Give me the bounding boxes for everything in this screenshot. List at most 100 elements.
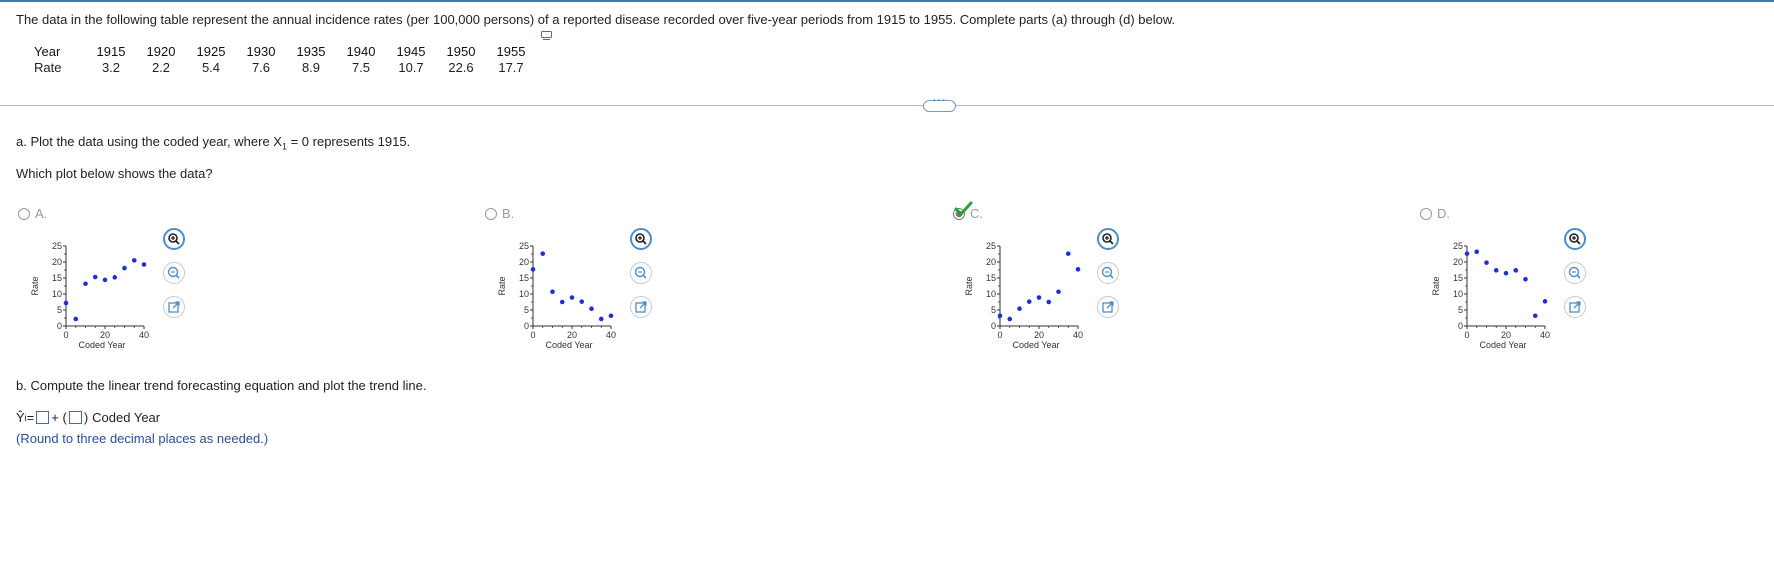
data-point xyxy=(1484,260,1489,265)
x-tick-label: 0 xyxy=(997,330,1002,340)
x-tick-label: 40 xyxy=(1073,330,1083,340)
top-accent-line xyxy=(0,0,1774,2)
option-d[interactable]: D. xyxy=(1420,206,1450,221)
y-hat-subscript: i xyxy=(24,412,27,423)
y-tick-label: 10 xyxy=(1453,289,1463,299)
option-d-label: D. xyxy=(1437,206,1450,221)
rate-cell: 5.4 xyxy=(201,59,221,75)
zoom-in-icon xyxy=(1569,233,1581,245)
rate-cell: 7.5 xyxy=(351,59,371,75)
x-tick-label: 40 xyxy=(1540,330,1550,340)
x-tick-label: 0 xyxy=(530,330,535,340)
copy-data-icon[interactable] xyxy=(541,31,552,41)
x-tick-label: 0 xyxy=(1464,330,1469,340)
option-b-label: B. xyxy=(502,206,515,221)
data-point xyxy=(73,316,79,322)
year-cell: 1940 xyxy=(346,43,376,59)
option-c-label: C. xyxy=(970,206,983,221)
y-tick-label: 20 xyxy=(986,257,996,267)
expand-more-button[interactable]: ··· xyxy=(923,94,956,112)
option-b-open-new-window-button[interactable] xyxy=(630,296,652,318)
part-a-prompt-text: a. Plot the data using the coded year, w… xyxy=(16,134,282,149)
data-point xyxy=(1532,313,1538,319)
option-d-radio[interactable] xyxy=(1420,207,1432,220)
data-point xyxy=(141,262,147,267)
option-c-zoom-out-button[interactable] xyxy=(1097,262,1119,284)
data-point xyxy=(559,299,565,305)
year-cell: 1950 xyxy=(446,43,476,59)
year-row: Year 1915 1920 1925 1930 1935 1940 1945 … xyxy=(34,43,536,59)
equals-sign: = xyxy=(26,410,35,425)
option-a-radio[interactable] xyxy=(18,207,30,220)
x-tick-label: 20 xyxy=(1034,330,1044,340)
data-point xyxy=(1493,268,1499,273)
rate-cell: 7.6 xyxy=(251,59,271,75)
year-cell: 1915 xyxy=(96,43,126,59)
part-a-prompt: a. Plot the data using the coded year, w… xyxy=(16,134,410,152)
correct-check-icon xyxy=(954,201,973,216)
y-tick-label: 20 xyxy=(1453,257,1463,267)
axes: 25 20 15 10 5 00 20 40 Coded Year Rate xyxy=(1431,241,1550,350)
data-point xyxy=(1036,295,1042,300)
option-c-zoom-in-button[interactable] xyxy=(1097,228,1119,250)
y-axis-label: Rate xyxy=(964,276,974,295)
y-tick-label: 5 xyxy=(991,305,996,315)
y-hat-symbol: Ŷ xyxy=(16,410,25,425)
x-tick-label: 20 xyxy=(1501,330,1511,340)
y-tick-label: 15 xyxy=(519,273,529,283)
rounding-note: (Round to three decimal places as needed… xyxy=(16,431,269,446)
y-tick-label: 20 xyxy=(52,257,62,267)
data-point xyxy=(102,277,108,283)
option-a-label: A. xyxy=(35,206,48,221)
coded-year-text: Coded Year xyxy=(92,410,161,425)
y-tick-label: 25 xyxy=(1453,241,1463,251)
option-d-open-new-window-button[interactable] xyxy=(1564,296,1586,318)
section-divider xyxy=(0,105,1774,106)
y-tick-label: 15 xyxy=(52,273,62,283)
intercept-input[interactable] xyxy=(36,411,50,424)
data-point xyxy=(550,289,555,295)
option-b-zoom-out-button[interactable] xyxy=(630,262,652,284)
y-tick-label: 0 xyxy=(1458,321,1463,331)
y-tick-label: 0 xyxy=(57,321,62,331)
plot-c: 25 20 15 10 5 00 20 40 Coded Year Rate xyxy=(964,241,1083,350)
external-link-icon xyxy=(635,301,647,313)
option-d-zoom-out-button[interactable] xyxy=(1564,262,1586,284)
data-point xyxy=(112,275,118,280)
x-tick-label: 40 xyxy=(139,330,149,340)
option-b-radio[interactable] xyxy=(485,207,497,220)
data-point xyxy=(997,313,1003,319)
option-a[interactable]: A. xyxy=(18,206,47,221)
year-cell: 1955 xyxy=(496,43,526,59)
y-tick-label: 25 xyxy=(519,241,529,251)
external-link-icon xyxy=(168,301,180,313)
option-a-open-new-window-button[interactable] xyxy=(163,296,185,318)
data-point xyxy=(122,265,127,271)
data-point xyxy=(1017,306,1022,312)
option-b-zoom-in-button[interactable] xyxy=(630,228,652,250)
y-tick-label: 5 xyxy=(1458,305,1463,315)
option-b[interactable]: B. xyxy=(485,206,514,221)
data-point xyxy=(589,306,594,312)
option-d-zoom-in-button[interactable] xyxy=(1564,228,1586,250)
problem-intro: The data in the following table represen… xyxy=(16,12,1176,27)
option-a-zoom-out-button[interactable] xyxy=(163,262,185,284)
option-c-open-new-window-button[interactable] xyxy=(1097,296,1119,318)
plot-b: 25 20 15 10 5 00 20 40 Coded Year Rate xyxy=(497,241,616,350)
data-point xyxy=(1075,267,1081,272)
slope-input[interactable] xyxy=(68,411,82,424)
zoom-out-icon xyxy=(1568,266,1581,279)
data-point xyxy=(1464,251,1470,256)
x-axis-label: Coded Year xyxy=(1012,340,1059,350)
zoom-out-icon xyxy=(634,266,647,279)
data-point xyxy=(63,300,69,306)
data-point xyxy=(131,258,137,263)
part-b-prompt: b. Compute the linear trend forecasting … xyxy=(16,378,427,393)
data-point xyxy=(579,299,585,304)
option-a-zoom-in-button[interactable] xyxy=(163,228,185,250)
data-point xyxy=(1007,316,1013,322)
rate-cell: 10.7 xyxy=(398,59,424,75)
y-tick-label: 10 xyxy=(519,289,529,299)
close-paren: ) xyxy=(83,410,89,425)
